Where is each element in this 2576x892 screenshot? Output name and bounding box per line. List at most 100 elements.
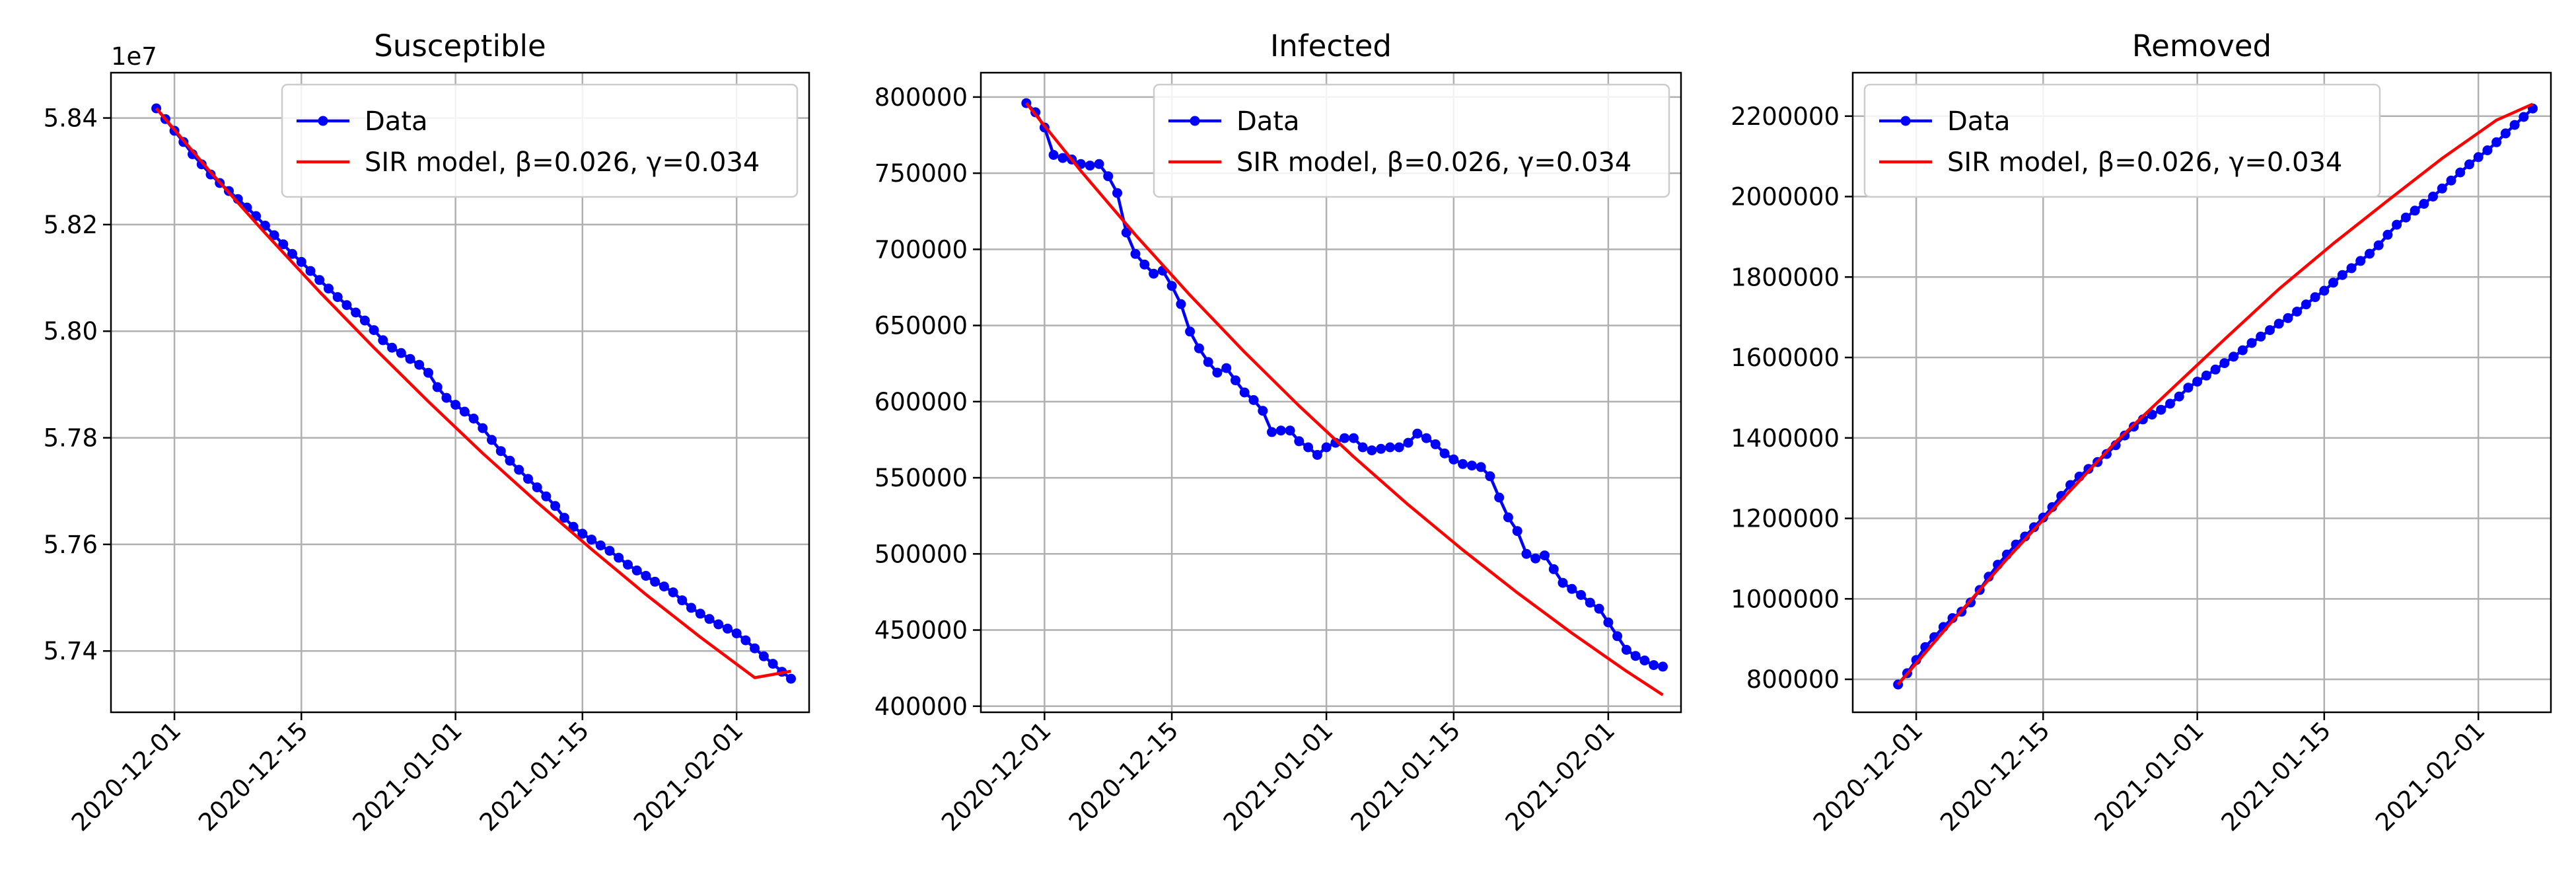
data-point	[1421, 433, 1431, 443]
data-point	[1275, 426, 1286, 436]
data-point	[704, 614, 715, 624]
x-tick-label: 2021-01-15	[1345, 716, 1466, 836]
data-point	[2319, 285, 2330, 296]
data-point	[314, 275, 325, 285]
data-point	[1548, 564, 1559, 574]
data-point	[278, 239, 289, 250]
data-point	[1394, 442, 1404, 453]
legend-marker	[1900, 116, 1911, 126]
data-point	[396, 348, 406, 358]
data-point	[1357, 442, 1368, 453]
data-point	[269, 230, 279, 241]
x-tick-label: 2021-01-01	[1218, 716, 1338, 836]
data-point	[332, 292, 343, 303]
data-point	[2337, 270, 2347, 280]
legend-label: SIR model, β=0.026, γ=0.034	[1947, 147, 2342, 178]
data-point	[1649, 660, 1659, 671]
data-point	[341, 300, 352, 311]
data-point	[1385, 442, 1395, 453]
y-tick-label: 800000	[1746, 665, 1840, 694]
data-point	[1576, 590, 1587, 600]
data-point	[2500, 128, 2511, 139]
legend-label: SIR model, β=0.026, γ=0.034	[1236, 147, 1631, 178]
data-point	[1212, 367, 1223, 378]
data-point	[595, 540, 606, 550]
data-point	[1176, 299, 1186, 309]
data-point	[459, 406, 470, 417]
data-point	[731, 628, 742, 639]
x-tick-label: 2020-12-15	[193, 716, 313, 836]
data-point	[505, 455, 515, 466]
data-point	[1340, 433, 1350, 443]
data-point	[2210, 364, 2221, 375]
legend-box	[281, 83, 799, 198]
data-point	[659, 581, 669, 592]
y-offset-label: 1e7	[111, 42, 157, 71]
x-tick-label: 2021-01-01	[347, 716, 468, 836]
legend-label: Data	[1947, 106, 2011, 137]
data-point	[1658, 661, 1668, 672]
x-tick-label: 2020-12-01	[1808, 716, 1928, 836]
y-tick-label: 450000	[875, 616, 968, 645]
legend-label: Data	[365, 106, 428, 137]
data-point	[2183, 383, 2194, 393]
data-point	[1540, 550, 1550, 561]
legend-marker	[318, 116, 328, 126]
x-tick-label: 2021-01-01	[2089, 716, 2209, 836]
x-tick-label: 2021-02-01	[1500, 716, 1620, 836]
data-point	[1094, 159, 1104, 169]
data-point	[2237, 345, 2248, 355]
data-point	[1112, 188, 1122, 198]
data-point	[2464, 159, 2474, 170]
y-tick-label: 400000	[875, 692, 968, 721]
data-point	[2519, 112, 2529, 122]
data-point	[1149, 268, 1159, 279]
data-point	[541, 491, 552, 502]
data-point	[750, 643, 760, 653]
legend-box	[1153, 83, 1670, 198]
panel-title: Removed	[2132, 28, 2272, 63]
data-point	[423, 367, 433, 378]
y-tick-label: 500000	[875, 540, 968, 568]
y-tick-label: 650000	[875, 312, 968, 340]
data-point	[1185, 326, 1196, 337]
data-point	[2365, 248, 2375, 259]
data-point	[1248, 395, 1259, 405]
data-point	[2229, 352, 2238, 362]
panel-0: 5.74 5.76 5.78 5.80 5.82 5.84 2020-12-01 2020-1…	[44, 28, 810, 836]
x-tick-label: 2021-02-01	[2370, 716, 2490, 836]
legend: Data SIR model, β=0.026, γ=0.034	[1153, 83, 1670, 198]
data-point	[1984, 572, 1994, 582]
data-point	[768, 659, 778, 669]
y-tick-label: 1000000	[1731, 585, 1840, 613]
y-tick-label: 2000000	[1731, 183, 1840, 211]
data-point	[2400, 212, 2411, 223]
x-tick-label: 2021-01-15	[2216, 716, 2336, 836]
y-tick-label: 5.76	[44, 531, 98, 559]
data-point	[1221, 363, 1232, 373]
axes-frame	[110, 71, 810, 714]
data-point	[1494, 492, 1505, 503]
data-point	[1294, 436, 1305, 447]
data-point	[432, 382, 443, 392]
data-point	[441, 392, 452, 403]
data-point	[1603, 617, 1614, 628]
data-point	[668, 587, 678, 597]
data-point	[1947, 613, 1958, 623]
data-point	[1258, 406, 1268, 416]
data-point	[2256, 331, 2266, 342]
data-point	[2301, 299, 2311, 310]
data-point	[2047, 502, 2057, 512]
data-point	[532, 482, 542, 493]
data-point	[495, 446, 506, 457]
data-point	[568, 521, 579, 532]
model-line	[155, 107, 791, 679]
data-point	[305, 266, 316, 276]
data-point	[2410, 205, 2420, 216]
y-tick-label: 5.84	[44, 104, 98, 133]
data-point	[378, 335, 388, 346]
data-point	[686, 603, 696, 613]
data-point	[577, 529, 588, 539]
data-point	[1231, 375, 1240, 386]
data-point	[2219, 358, 2230, 369]
